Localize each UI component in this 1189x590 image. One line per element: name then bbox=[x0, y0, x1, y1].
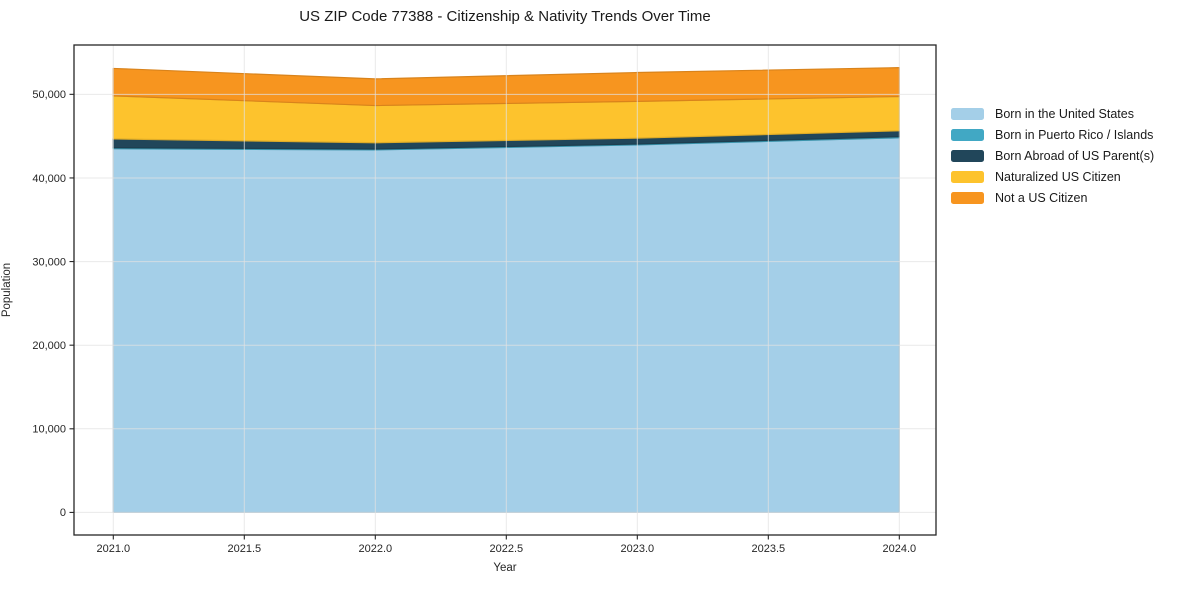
y-tick-label: 50,000 bbox=[32, 89, 66, 101]
chart-title: US ZIP Code 77388 - Citizenship & Nativi… bbox=[299, 8, 711, 25]
legend: Born in the United States Born in Puerto … bbox=[951, 103, 1154, 208]
x-tick-label: 2021.0 bbox=[96, 543, 130, 555]
legend-swatch bbox=[951, 107, 984, 120]
x-axis-label: Year bbox=[493, 562, 517, 574]
x-tick-label: 2024.0 bbox=[882, 543, 916, 555]
x-tick-label: 2023.0 bbox=[620, 543, 654, 555]
legend-item: Born in the United States bbox=[951, 103, 1154, 124]
x-tick-label: 2022.5 bbox=[489, 543, 523, 555]
axes-frame bbox=[73, 44, 937, 536]
y-tick-label: 40,000 bbox=[32, 173, 66, 185]
x-tick-label: 2022.0 bbox=[358, 543, 392, 555]
y-tick-label: 10,000 bbox=[32, 424, 66, 436]
legend-swatch bbox=[951, 170, 984, 183]
y-axis-label: Population bbox=[1, 262, 13, 318]
y-tick-label: 0 bbox=[60, 507, 66, 519]
legend-item: Born Abroad of US Parent(s) bbox=[951, 145, 1154, 166]
legend-item: Naturalized US Citizen bbox=[951, 166, 1154, 187]
legend-label: Born in the United States bbox=[995, 106, 1134, 121]
x-tick-label: 2021.5 bbox=[227, 543, 261, 555]
legend-label: Born in Puerto Rico / Islands bbox=[995, 127, 1154, 142]
legend-swatch bbox=[951, 191, 984, 204]
legend-item: Not a US Citizen bbox=[951, 187, 1154, 208]
legend-label: Not a US Citizen bbox=[995, 190, 1088, 205]
legend-swatch bbox=[951, 128, 984, 141]
legend-label: Born Abroad of US Parent(s) bbox=[995, 148, 1155, 163]
legend-item: Born in Puerto Rico / Islands bbox=[951, 124, 1154, 145]
y-tick-label: 20,000 bbox=[32, 340, 66, 352]
legend-swatch bbox=[951, 149, 984, 162]
x-tick-label: 2023.5 bbox=[751, 543, 785, 555]
legend-label: Naturalized US Citizen bbox=[995, 169, 1121, 184]
y-tick-label: 30,000 bbox=[32, 256, 66, 268]
